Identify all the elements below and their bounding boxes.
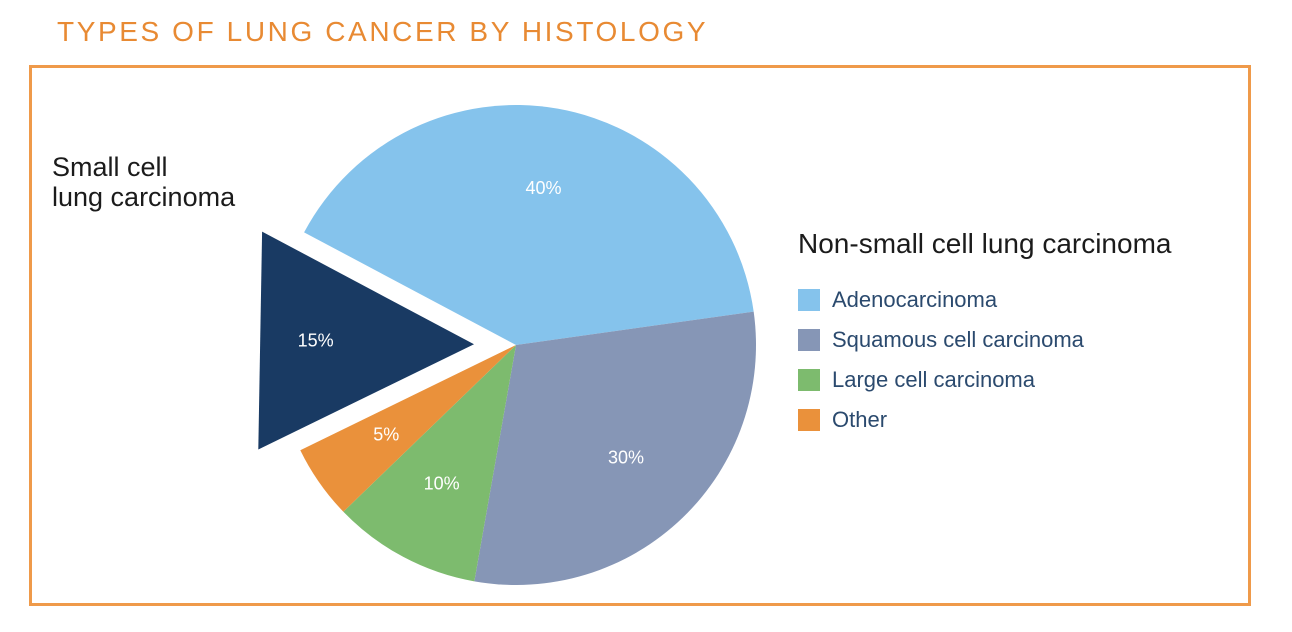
chart-title: TYPES OF LUNG CANCER BY HISTOLOGY: [57, 16, 709, 47]
legend-label: Squamous cell carcinoma: [832, 327, 1084, 352]
pie-slice-4: [258, 231, 475, 450]
legend-swatch: [798, 289, 820, 311]
legend-label: Large cell carcinoma: [832, 367, 1035, 392]
legend-item-squamous: Squamous cell carcinoma: [798, 320, 1171, 360]
legend-swatch: [798, 409, 820, 431]
slice-label-0: 40%: [525, 178, 561, 198]
pie-slice-1: [474, 311, 756, 586]
slice-label-4: 15%: [298, 330, 334, 350]
pie-slice-2: [343, 345, 516, 582]
slice-label-3: 5%: [373, 425, 399, 445]
slice-label-2: 10%: [424, 474, 460, 494]
legend-swatch: [798, 329, 820, 351]
legend-item-large-cell: Large cell carcinoma: [798, 360, 1171, 400]
small-cell-callout: Small cell lung carcinoma: [52, 152, 235, 212]
pie-slice-0: [304, 105, 754, 346]
legend: Non-small cell lung carcinoma Adenocarci…: [798, 228, 1171, 440]
legend-item-other: Other: [798, 400, 1171, 440]
chart-frame: [29, 65, 1251, 606]
legend-title: Non-small cell lung carcinoma: [798, 228, 1172, 259]
legend-item-adenocarcinoma: Adenocarcinoma: [798, 280, 1171, 320]
legend-swatch: [798, 369, 820, 391]
slice-label-1: 30%: [608, 448, 644, 468]
pie-slice-3: [300, 345, 516, 512]
legend-label: Adenocarcinoma: [832, 287, 998, 312]
callout-line-1: Small cell: [52, 152, 168, 182]
legend-label: Other: [832, 407, 888, 432]
callout-line-2: lung carcinoma: [52, 182, 236, 212]
